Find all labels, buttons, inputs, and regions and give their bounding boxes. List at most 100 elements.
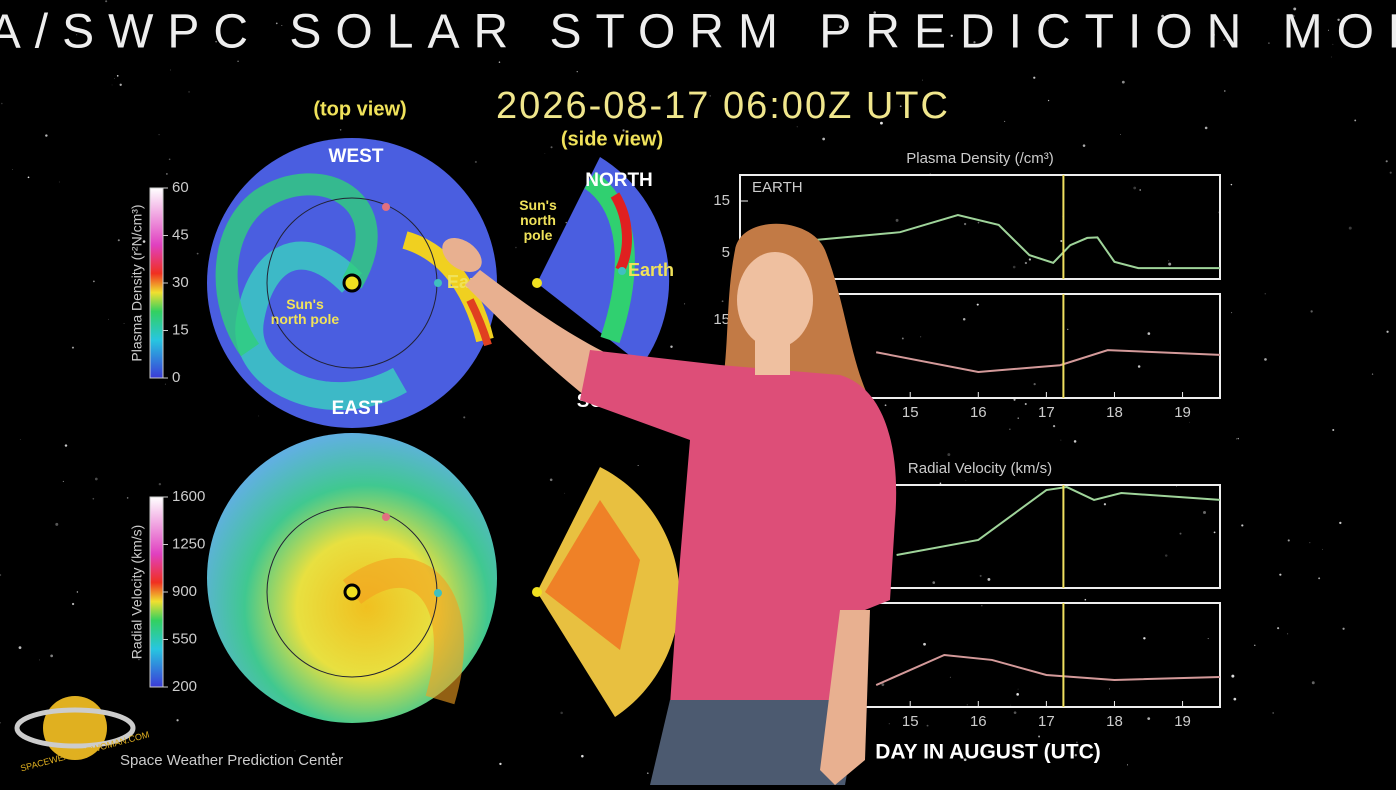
star (1337, 18, 1340, 22)
star (1354, 119, 1357, 122)
title: NOAA/SWPC SOLAR STORM PREDICTION MODEL (0, 6, 1396, 59)
star (1073, 440, 1077, 443)
star (622, 129, 625, 132)
star (1108, 688, 1110, 690)
star (1293, 7, 1297, 11)
colorbar-tick-label: 1600 (172, 488, 205, 505)
star (1287, 539, 1290, 542)
star (1311, 681, 1315, 685)
star (977, 221, 980, 224)
star (1213, 531, 1216, 534)
star (1012, 265, 1016, 269)
star (1371, 373, 1374, 375)
star (261, 759, 264, 762)
star (1047, 99, 1050, 102)
star (174, 40, 176, 42)
side-view-label: (side view) (561, 128, 663, 150)
panel-label: EARTH (752, 179, 803, 196)
star (1241, 524, 1244, 527)
star (1, 102, 3, 105)
star (1013, 711, 1017, 714)
star (1067, 328, 1069, 330)
colorbar-tick-label: 1250 (172, 535, 205, 552)
star (1143, 637, 1146, 640)
star (637, 464, 639, 466)
star (1009, 428, 1011, 430)
star (1233, 697, 1237, 701)
y-tick-label: 15 (713, 311, 730, 328)
star (976, 303, 979, 306)
star (695, 25, 696, 27)
star (45, 134, 48, 137)
star (684, 303, 686, 305)
star (943, 157, 945, 159)
earth-label-side: Earth (628, 260, 674, 280)
colorbars: 60 45 30 15 0 Plasma Density (r²N/cm³) 1600 125… (129, 179, 206, 695)
star (123, 323, 125, 324)
star (581, 754, 584, 758)
x-tick-label: 19 (1174, 713, 1191, 730)
star (923, 642, 926, 646)
star (113, 77, 115, 79)
star (474, 160, 477, 164)
star (822, 137, 826, 141)
star (973, 41, 976, 44)
star (0, 574, 2, 576)
star (1060, 439, 1062, 441)
star (550, 146, 553, 149)
star (117, 239, 120, 242)
star (1016, 693, 1019, 696)
star (646, 772, 649, 775)
star (1330, 56, 1332, 58)
plot-title: Plasma Density (/cm³) (906, 150, 1054, 167)
star (92, 497, 95, 500)
star (1321, 548, 1323, 550)
star (565, 221, 567, 224)
star (670, 345, 673, 349)
star (1389, 171, 1392, 174)
plot-frame (739, 174, 1221, 280)
star (126, 497, 129, 499)
star (1126, 764, 1128, 766)
star (564, 492, 566, 494)
star (168, 158, 171, 161)
star (1223, 39, 1225, 41)
sun-label-top-text: Sun's north pole (270, 297, 340, 327)
colorbar-tick-label: 900 (172, 583, 197, 600)
x-axis-label: DAY IN AUGUST (UTC) (875, 741, 1101, 764)
star (119, 83, 122, 86)
density-top-view (207, 138, 497, 428)
colorbar (149, 496, 164, 688)
colorbar-label: Plasma Density (r²N/cm³) (129, 204, 145, 361)
star (1017, 688, 1019, 690)
presenter (442, 223, 897, 785)
star (164, 383, 166, 385)
star (560, 711, 563, 715)
star (18, 646, 22, 650)
timestamp: 2026-08-17 06:00Z UTC (496, 85, 950, 127)
star (498, 61, 501, 63)
star (950, 34, 953, 37)
star (962, 318, 966, 321)
star (1028, 258, 1032, 261)
star (921, 79, 923, 81)
colorbar-tick-label: 15 (172, 321, 189, 338)
sun-label-side: Sun's north pole (519, 198, 557, 243)
star (1212, 33, 1215, 37)
star (1024, 403, 1027, 406)
star (19, 439, 21, 440)
star (499, 762, 502, 766)
star (1203, 510, 1206, 514)
star (549, 478, 553, 482)
star (987, 577, 991, 581)
star (1277, 627, 1280, 630)
star (1272, 712, 1274, 714)
star (1033, 383, 1036, 386)
star (463, 416, 466, 419)
star (1161, 14, 1164, 18)
star (1235, 438, 1237, 440)
star (947, 453, 951, 457)
star (178, 374, 181, 377)
colorbar-tick-label: 30 (172, 274, 189, 291)
